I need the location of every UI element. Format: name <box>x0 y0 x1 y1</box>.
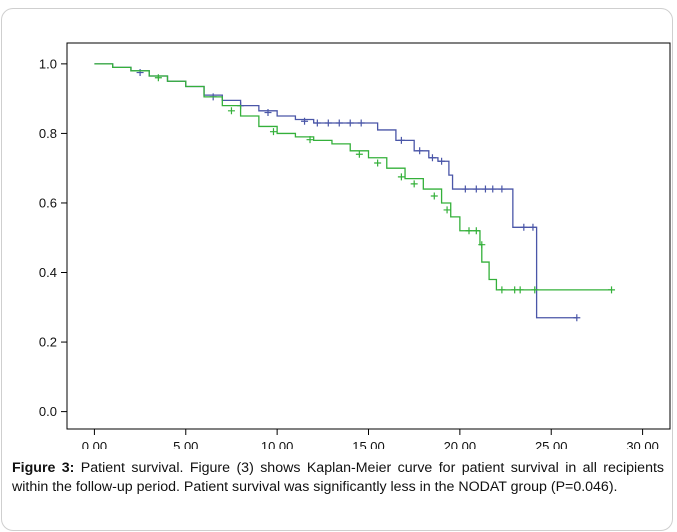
censor-mark-0-20 <box>529 223 537 231</box>
censor-mark-0-8 <box>346 119 354 127</box>
censor-mark-1-0 <box>154 74 162 82</box>
y-tick-label-5: 1.0 <box>39 56 57 71</box>
censor-mark-0-16 <box>481 185 489 193</box>
censor-mark-0-3 <box>264 109 272 117</box>
censor-mark-0-11 <box>416 147 424 155</box>
censor-mark-0-18 <box>498 185 506 193</box>
censor-mark-0-7 <box>335 119 343 127</box>
y-tick-label-1: 0.2 <box>39 335 57 350</box>
x-tick-label-1: 5.00 <box>173 439 198 449</box>
censor-mark-1-16 <box>531 286 539 294</box>
figure-frame: 0.0 0.2 0.4 0.6 0.8 1.0 0.00 5.00 10.00 15.00 20.… <box>1 8 673 531</box>
censor-mark-0-4 <box>301 117 309 125</box>
x-tick-label-3: 15.00 <box>352 439 385 449</box>
censor-mark-1-6 <box>397 173 405 181</box>
censor-mark-0-6 <box>324 119 332 127</box>
x-tick-label-6: 30.00 <box>626 439 659 449</box>
censor-mark-1-2 <box>269 128 277 136</box>
censor-mark-0-17 <box>489 185 497 193</box>
figure-label: Figure 3: <box>12 460 75 476</box>
censor-mark-0-19 <box>520 223 528 231</box>
censor-mark-0-5 <box>313 119 321 127</box>
censor-mark-1-3 <box>306 136 314 144</box>
caption-text: Patient survival. Figure (3) shows Kapla… <box>12 460 664 495</box>
censor-mark-1-8 <box>430 192 438 200</box>
censor-mark-1-15 <box>516 286 524 294</box>
kaplan-meier-chart: 0.0 0.2 0.4 0.6 0.8 1.0 0.00 5.00 10.00 15.00 20.… <box>39 42 671 449</box>
censor-mark-1-4 <box>355 150 363 158</box>
censor-mark-0-9 <box>357 119 365 127</box>
censor-mark-1-9 <box>443 206 451 214</box>
y-tick-label-2: 0.4 <box>39 265 57 280</box>
plot-area <box>66 42 671 430</box>
figure-caption: Figure 3: Patient survival. Figure (3) s… <box>12 459 664 497</box>
censor-mark-1-7 <box>410 180 418 188</box>
censor-mark-0-10 <box>397 136 405 144</box>
censor-mark-1-5 <box>374 159 382 167</box>
x-axis: 0.00 5.00 10.00 15.00 20.00 25.00 30.00 <box>82 429 659 449</box>
censor-mark-1-12 <box>478 241 486 249</box>
censor-mark-0-14 <box>461 185 469 193</box>
y-tick-label-3: 0.6 <box>39 195 57 210</box>
censor-mark-0-13 <box>438 157 446 165</box>
censor-mark-1-11 <box>472 227 480 235</box>
censor-mark-1-10 <box>465 227 473 235</box>
censor-mark-0-12 <box>428 154 436 162</box>
x-tick-label-5: 25.00 <box>535 439 568 449</box>
censor-mark-1-1 <box>227 107 235 115</box>
x-tick-label-2: 10.00 <box>261 439 294 449</box>
censor-mark-1-17 <box>608 286 616 294</box>
x-tick-label-0: 0.00 <box>82 439 107 449</box>
x-tick-label-4: 20.00 <box>444 439 477 449</box>
series-layer <box>94 63 616 322</box>
y-tick-label-0: 0.0 <box>39 404 57 419</box>
y-axis: 0.0 0.2 0.4 0.6 0.8 1.0 <box>39 56 67 419</box>
censor-mark-1-13 <box>498 286 506 294</box>
censor-mark-0-15 <box>472 185 480 193</box>
censor-mark-0-21 <box>573 314 581 322</box>
y-tick-label-4: 0.8 <box>39 126 57 141</box>
